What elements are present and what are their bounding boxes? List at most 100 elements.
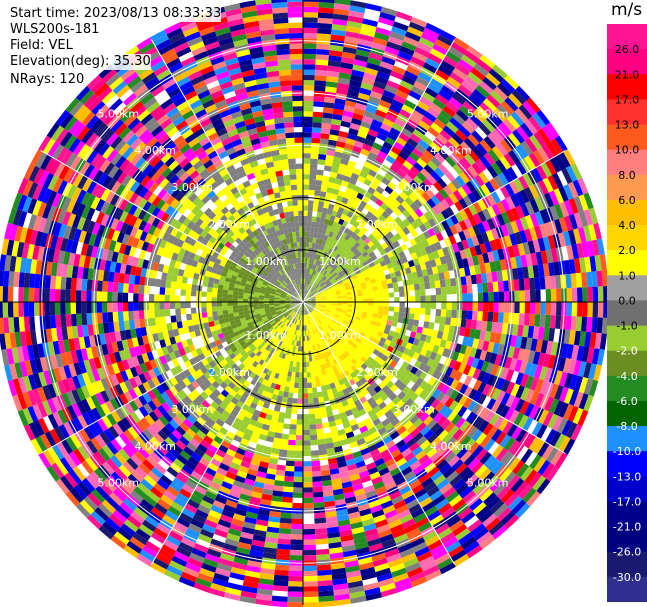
range-gate [320, 268, 325, 274]
range-gate [366, 315, 372, 321]
range-gate [468, 215, 478, 227]
range-gate [524, 137, 538, 153]
range-gate [340, 62, 354, 70]
range-gate [303, 241, 307, 248]
range-gate [378, 306, 384, 311]
range-gate [440, 199, 450, 210]
range-gate [427, 227, 436, 237]
range-gate [506, 423, 518, 438]
range-gate [365, 247, 373, 255]
range-gate [446, 333, 454, 342]
range-gate [577, 177, 589, 195]
range-gate [470, 67, 486, 81]
range-gate [423, 211, 433, 221]
range-gate [307, 291, 312, 297]
range-gate [332, 282, 338, 287]
range-gate [563, 373, 573, 389]
range-gate [359, 247, 366, 255]
range-gate [287, 586, 303, 592]
range-gate [420, 32, 437, 44]
range-gate [463, 137, 476, 150]
range-gate [437, 148, 449, 160]
range-gate [289, 429, 297, 435]
range-gate [477, 254, 485, 265]
range-gate [169, 302, 176, 309]
range-gate [395, 136, 407, 147]
range-gate [350, 172, 360, 181]
range-gate [496, 201, 506, 214]
range-gate [364, 322, 371, 328]
range-gate [539, 366, 548, 381]
range-gate [576, 242, 585, 259]
range-gate [340, 288, 346, 292]
range-gate [303, 294, 307, 300]
range-gate [112, 302, 118, 312]
range-gate [315, 303, 322, 305]
range-gate [539, 223, 548, 238]
range-gate [519, 290, 525, 302]
range-gate [578, 227, 587, 243]
range-gate [471, 189, 482, 202]
range-gate [502, 420, 514, 435]
range-gate [499, 156, 512, 170]
range-gate [359, 331, 366, 338]
range-gate [484, 331, 492, 342]
range-gate [472, 201, 483, 214]
range-gate [419, 308, 426, 315]
range-gate [554, 452, 568, 469]
range-gate [283, 423, 291, 430]
range-gate [494, 332, 502, 344]
range-gate [345, 255, 352, 262]
range-gate [357, 92, 370, 101]
range-gate [566, 165, 578, 182]
range-gate [361, 251, 369, 258]
range-gate [314, 528, 328, 535]
range-gate [386, 41, 402, 51]
range-gate [303, 12, 319, 18]
range-gate [154, 317, 162, 326]
range-gate [572, 179, 584, 197]
range-gate [310, 286, 314, 292]
range-gate [562, 231, 572, 247]
range-gate [477, 210, 487, 223]
range-gate [328, 275, 334, 281]
range-gate [352, 112, 364, 121]
range-gate [501, 323, 509, 335]
range-gate [332, 251, 339, 258]
range-gate [591, 271, 598, 287]
range-gate [425, 302, 431, 309]
range-gate [410, 344, 418, 352]
range-gate [573, 228, 582, 244]
range-gate [331, 298, 337, 301]
range-gate [387, 132, 399, 142]
range-gate [303, 231, 307, 237]
range-gate [450, 41, 467, 55]
range-gate [380, 123, 392, 133]
range-gate [414, 332, 422, 340]
range-gate [347, 182, 356, 190]
range-gate [399, 45, 415, 57]
range-gate [307, 273, 311, 280]
range-gate [549, 157, 562, 173]
range-gate [479, 102, 494, 116]
range-gate [445, 217, 455, 228]
range-gate [489, 178, 500, 191]
range-gate [577, 409, 589, 427]
range-gate [514, 359, 523, 373]
range-gate [424, 335, 432, 344]
range-gate [419, 347, 428, 357]
range-gate [384, 258, 392, 265]
range-gate [370, 342, 378, 349]
range-gate [391, 336, 399, 344]
range-gate [356, 310, 363, 315]
range-gate [310, 163, 318, 170]
range-gate [490, 364, 500, 376]
range-gate [415, 346, 423, 355]
range-gate [320, 293, 326, 297]
range-gate [391, 26, 407, 37]
range-gate [369, 206, 377, 215]
range-gate [537, 146, 550, 163]
range-gate [315, 418, 323, 425]
range-gate [484, 181, 496, 194]
range-gate [332, 156, 342, 164]
